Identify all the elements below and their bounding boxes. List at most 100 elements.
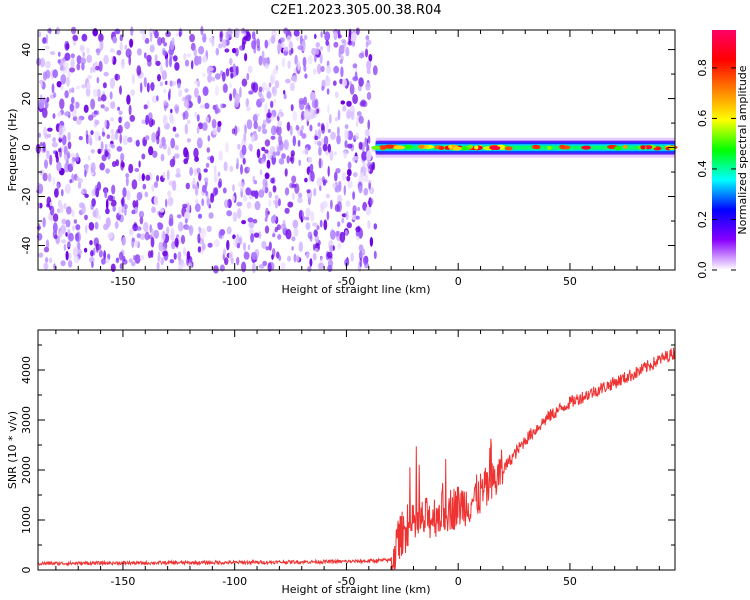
noise-speck (254, 180, 257, 185)
noise-speck (302, 56, 307, 67)
noise-speck (134, 168, 140, 172)
spectrogram-y-ticks: -40 -20 0 20 40 (20, 43, 675, 271)
noise-speck (259, 169, 263, 176)
noise-speck (246, 106, 251, 112)
noise-speck (184, 59, 190, 67)
noise-speck (283, 139, 289, 151)
signal-peak (438, 146, 445, 150)
noise-speck (250, 233, 255, 243)
noise-speck (274, 80, 280, 89)
noise-speck (251, 31, 256, 40)
noise-speck (91, 198, 96, 207)
noise-speck (332, 245, 335, 251)
noise-speck (332, 80, 337, 86)
noise-speck (119, 133, 122, 144)
noise-speck (277, 234, 282, 240)
noise-speck (63, 243, 67, 251)
noise-speck (358, 115, 364, 124)
noise-speck (298, 192, 303, 199)
spectrogram-signal-band (371, 137, 678, 158)
noise-speck (242, 194, 248, 202)
noise-speck (236, 157, 239, 169)
noise-speck (57, 111, 62, 117)
noise-speck (339, 58, 343, 65)
noise-speck (67, 260, 73, 268)
noise-speck (148, 146, 154, 156)
noise-speck (211, 118, 217, 129)
noise-speck (235, 65, 239, 76)
noise-speck (214, 104, 219, 115)
signal-peak (371, 145, 381, 150)
noise-speck (201, 198, 205, 207)
y-tick-label: -40 (20, 237, 33, 255)
noise-speck (57, 182, 60, 190)
noise-speck (138, 210, 145, 219)
noise-speck (270, 100, 274, 108)
noise-speck (162, 50, 168, 56)
noise-speck (304, 177, 308, 183)
noise-speck (209, 155, 215, 164)
noise-speck (77, 181, 82, 189)
noise-speck (73, 219, 78, 224)
noise-speck (166, 169, 170, 181)
noise-speck (230, 257, 234, 265)
noise-speck (40, 57, 45, 68)
noise-speck (120, 152, 125, 161)
noise-speck (364, 48, 369, 58)
noise-speck (118, 206, 122, 216)
noise-speck (175, 106, 179, 114)
signal-peak (640, 145, 646, 150)
noise-speck (134, 254, 141, 264)
noise-speck (136, 191, 143, 201)
noise-speck (307, 55, 313, 65)
noise-speck (44, 101, 49, 109)
noise-speck (165, 198, 168, 208)
noise-speck (236, 201, 243, 207)
noise-speck (152, 150, 158, 158)
noise-speck (87, 74, 92, 80)
noise-speck (287, 60, 291, 69)
noise-speck (157, 74, 161, 82)
noise-speck (112, 205, 116, 212)
noise-speck (48, 173, 52, 183)
noise-speck (186, 250, 191, 260)
noise-speck (240, 164, 243, 175)
noise-speck (278, 134, 283, 146)
noise-speck (264, 63, 270, 70)
noise-speck (262, 178, 268, 188)
noise-speck (104, 119, 107, 129)
noise-speck (358, 52, 365, 59)
noise-speck (129, 38, 134, 48)
noise-speck (163, 42, 168, 47)
noise-speck (336, 201, 342, 213)
noise-speck (168, 48, 175, 56)
noise-speck (120, 59, 125, 69)
noise-speck (112, 36, 118, 44)
noise-speck (194, 55, 200, 66)
y-tick-label: 20 (20, 92, 33, 106)
signal-peak (378, 145, 388, 150)
noise-speck (149, 44, 155, 53)
noise-speck (319, 219, 323, 228)
noise-speck (124, 44, 128, 50)
spectrogram-x-ticks: -150 -100 -50 0 50 (55, 30, 660, 288)
noise-speck (324, 31, 331, 41)
noise-speck (292, 219, 299, 229)
noise-speck (125, 175, 129, 187)
noise-speck (160, 64, 163, 75)
noise-speck (202, 184, 207, 193)
noise-speck (247, 217, 254, 223)
noise-speck (38, 183, 44, 194)
noise-speck (364, 262, 370, 269)
noise-speck (40, 94, 43, 101)
noise-speck (174, 145, 179, 151)
noise-speck (223, 161, 228, 172)
noise-speck (90, 66, 93, 74)
noise-speck (110, 144, 115, 149)
noise-speck (71, 87, 75, 93)
noise-speck (150, 82, 155, 91)
noise-speck (292, 111, 298, 122)
noise-speck (268, 38, 271, 47)
noise-speck (110, 134, 116, 141)
